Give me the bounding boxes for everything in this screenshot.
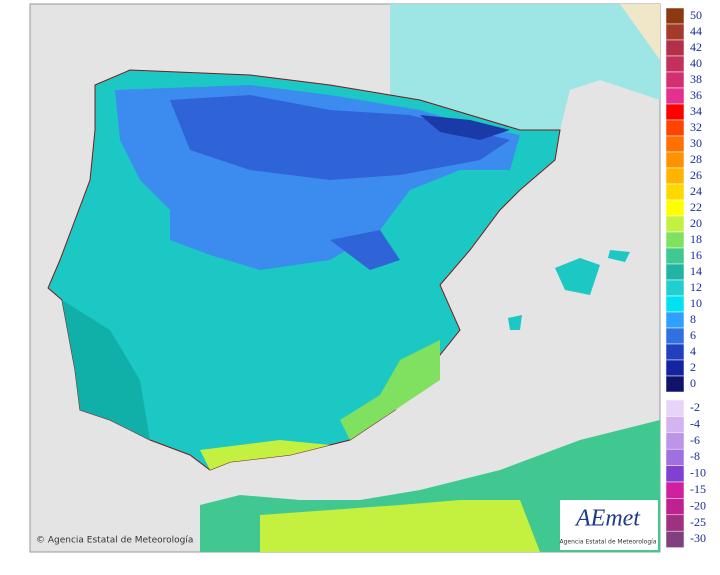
legend-swatch (665, 530, 685, 548)
africa-warm (260, 500, 540, 552)
legend-label: 4 (690, 344, 696, 358)
legend-swatch (665, 295, 685, 313)
legend-swatch (665, 416, 685, 434)
legend-label: 50 (690, 8, 702, 22)
legend-label: 22 (690, 200, 702, 214)
legend-label: 32 (690, 120, 702, 134)
legend-label: 8 (690, 312, 696, 326)
legend-label: -8 (690, 449, 700, 463)
legend-swatch (665, 71, 685, 89)
legend-swatch (665, 481, 685, 499)
mallorca (555, 258, 600, 295)
legend-label: -10 (690, 466, 706, 480)
legend-label: 16 (690, 248, 702, 262)
legend-swatch (665, 7, 685, 25)
legend-label: 36 (690, 88, 702, 102)
logo-subtitle: Agencia Estatal de Meteorología (560, 539, 657, 546)
legend-swatch (665, 87, 685, 105)
colder-north (170, 95, 510, 180)
legend-swatch (665, 327, 685, 345)
legend-swatch (665, 55, 685, 73)
legend-label: 14 (690, 264, 702, 278)
france (390, 4, 660, 130)
legend-swatch (665, 311, 685, 329)
legend-swatch (665, 399, 685, 417)
legend-swatch (665, 231, 685, 249)
legend-swatch (665, 359, 685, 377)
legend-swatch (665, 465, 685, 483)
legend-label: 30 (690, 136, 702, 150)
legend-label: 20 (690, 216, 702, 230)
legend-swatch (665, 215, 685, 233)
legend-label: 18 (690, 232, 702, 246)
legend-label: -2 (690, 400, 700, 414)
legend-swatch (665, 432, 685, 450)
legend-label: 0 (690, 376, 696, 390)
legend-swatch (665, 247, 685, 265)
legend-swatch (665, 135, 685, 153)
legend-swatch (665, 103, 685, 121)
legend-swatch (665, 279, 685, 297)
legend-label: 34 (690, 104, 702, 118)
legend-label: 6 (690, 328, 696, 342)
legend-swatch (665, 167, 685, 185)
legend-label: 42 (690, 40, 702, 54)
legend-label: 38 (690, 72, 702, 86)
legend-swatch (665, 119, 685, 137)
legend-swatch (665, 151, 685, 169)
legend-label: 10 (690, 296, 702, 310)
legend-label: -30 (690, 531, 706, 545)
legend-label: 24 (690, 184, 702, 198)
credit: © Agencia Estatal de Meteorología (36, 536, 193, 546)
pyrenees (420, 115, 510, 140)
legend-label: -15 (690, 482, 706, 496)
legend-label: -20 (690, 498, 706, 512)
legend-swatch (665, 263, 685, 281)
logo-box (560, 500, 658, 550)
legend-swatch (665, 514, 685, 532)
legend-swatch (665, 39, 685, 57)
legend-swatch (665, 343, 685, 361)
legend-label: 40 (690, 56, 702, 70)
legend-swatch (665, 23, 685, 41)
legend-swatch (665, 375, 685, 393)
france-east (620, 4, 660, 60)
legend-label: 44 (690, 24, 702, 38)
legend-label: 26 (690, 168, 702, 182)
warm-south (200, 440, 330, 470)
legend-swatch (665, 183, 685, 201)
portugal-south (62, 300, 150, 440)
legend-swatch (665, 448, 685, 466)
legend-label: -25 (690, 515, 706, 529)
legend-label: 2 (690, 360, 696, 374)
legend-swatch (665, 199, 685, 217)
legend-label: 12 (690, 280, 702, 294)
menorca (608, 250, 630, 262)
warm-southeast (340, 340, 440, 440)
iberian-system (330, 230, 400, 270)
legend-swatch (665, 498, 685, 516)
logo-name: AEmet (574, 506, 641, 532)
legend-label: 28 (690, 152, 702, 166)
legend-label: -4 (690, 416, 700, 430)
legend-label: -6 (690, 433, 700, 447)
ibiza (508, 315, 522, 330)
